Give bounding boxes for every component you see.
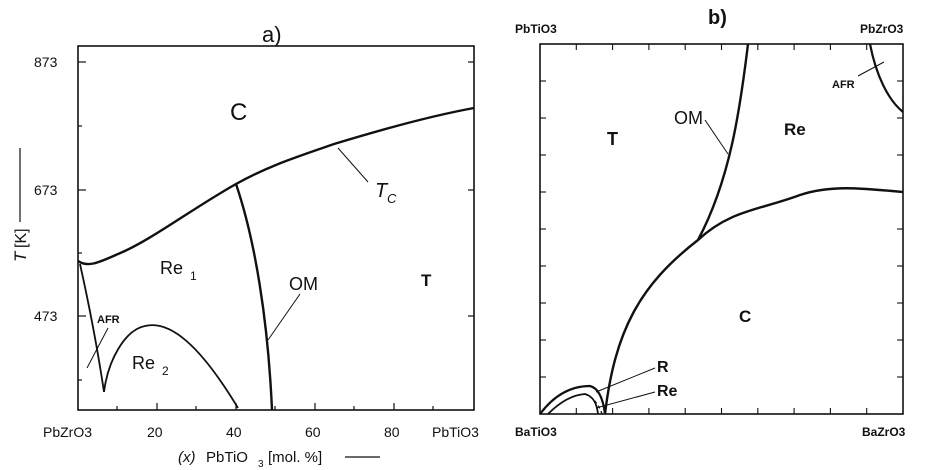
- region-afr-b: AFR: [832, 79, 855, 91]
- x-tick-label: 20: [147, 424, 163, 440]
- panel-a-x-axis-label: (x) PbTiO 3 [mol. %]: [178, 449, 380, 470]
- x-tick-label: 40: [226, 424, 242, 440]
- corner-bottom-right: BaZrO3: [862, 425, 906, 439]
- panel-b: b) PbTiO3 PbZrO3 BaTiO3 BaZrO3 T OM Re A…: [515, 7, 906, 439]
- corner-top-right: PbZrO3: [860, 22, 904, 36]
- x-tick-label: 80: [384, 424, 400, 440]
- region-afr-label: AFR: [97, 314, 120, 326]
- x-tick-label: PbTiO3: [432, 424, 479, 440]
- x-tick-label: 60: [305, 424, 321, 440]
- x-axis-variable: (x): [178, 449, 196, 466]
- om-label: OM: [289, 274, 318, 294]
- region-re2-subscript: 2: [162, 364, 169, 378]
- region-re1-label: Re: [160, 258, 183, 278]
- x-axis-unit: [mol. %]: [268, 449, 322, 466]
- panel-b-boundaries: [539, 43, 904, 415]
- panel-b-ticks: [540, 44, 903, 414]
- tc-subscript: C: [387, 191, 397, 206]
- om-leader-line: [267, 293, 301, 341]
- panel-a-frame: [77, 45, 475, 411]
- region-re-bottom-b: Re: [657, 383, 678, 400]
- afr-left-boundary: [79, 263, 105, 393]
- r-leader-b: [595, 367, 656, 393]
- tc-boundary-curve: [77, 106, 475, 266]
- panel-a-y-ticks: [78, 61, 474, 381]
- om-leader-b: [704, 119, 729, 155]
- region-r-b: R: [657, 359, 669, 376]
- re-dashed-boundary: [584, 393, 603, 415]
- x-axis-compound: PbTiO: [206, 449, 248, 466]
- panel-a-label: a): [262, 22, 282, 47]
- region-t-b: T: [607, 129, 618, 149]
- afr-leader-b: [857, 61, 885, 77]
- corner-top-left: PbTiO3: [515, 22, 557, 36]
- y-tick-label: 473: [34, 308, 58, 324]
- r-boundary-outer: [539, 384, 607, 415]
- corner-bottom-left: BaTiO3: [515, 425, 557, 439]
- region-c-label: C: [230, 99, 247, 126]
- y-axis-symbol: T: [11, 250, 30, 262]
- panel-a: a) 873 673 473: [11, 22, 479, 470]
- y-tick-label: 673: [34, 182, 58, 198]
- re-leader-b: [595, 391, 656, 409]
- om-boundary-curve: [234, 183, 274, 411]
- afr-boundary-b: [868, 43, 904, 113]
- re2-dome-boundary: [103, 324, 239, 409]
- c-boundary-b: [603, 187, 904, 415]
- region-re1-subscript: 1: [190, 269, 197, 283]
- tc-label: T: [375, 180, 389, 202]
- om-boundary-b: [696, 43, 750, 241]
- region-c-b: C: [739, 307, 751, 326]
- om-label-b: OM: [674, 108, 703, 128]
- x-tick-label: PbZrO3: [43, 424, 92, 440]
- tc-leader-line: [337, 147, 369, 183]
- panel-a-y-axis-label: T [K]: [11, 228, 30, 262]
- y-axis-unit: [K]: [13, 228, 30, 248]
- region-re2-label: Re: [132, 353, 155, 373]
- afr-leader-line: [86, 327, 109, 369]
- panel-b-frame: [539, 43, 904, 415]
- panel-a-boundaries: [77, 106, 475, 411]
- region-t-label: T: [421, 271, 432, 290]
- panel-a-x-ticks: [116, 403, 434, 410]
- y-tick-label: 873: [34, 54, 58, 70]
- region-re-top-b: Re: [784, 120, 806, 139]
- x-axis-subscript: 3: [258, 459, 264, 470]
- panel-b-label: b): [708, 7, 727, 29]
